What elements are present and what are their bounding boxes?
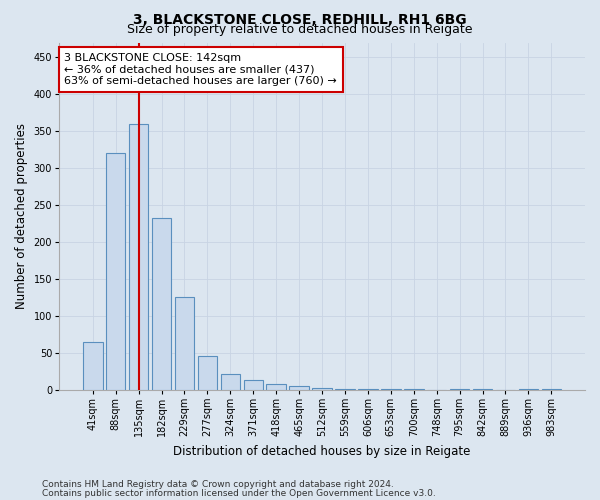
Bar xyxy=(175,296,194,390)
Bar xyxy=(473,389,493,390)
Text: Contains public sector information licensed under the Open Government Licence v3: Contains public sector information licen… xyxy=(42,488,436,498)
Bar xyxy=(129,124,148,390)
Bar xyxy=(542,389,561,390)
X-axis label: Distribution of detached houses by size in Reigate: Distribution of detached houses by size … xyxy=(173,444,471,458)
Bar xyxy=(221,374,240,390)
Bar xyxy=(518,389,538,390)
Bar xyxy=(335,389,355,390)
Bar xyxy=(313,388,332,390)
Bar xyxy=(266,384,286,390)
Bar xyxy=(83,342,103,390)
Bar xyxy=(404,389,424,390)
Bar xyxy=(358,389,377,390)
Bar xyxy=(289,386,309,390)
Bar xyxy=(450,389,469,390)
Bar xyxy=(152,218,172,390)
Bar xyxy=(197,356,217,390)
Y-axis label: Number of detached properties: Number of detached properties xyxy=(15,123,28,309)
Text: 3, BLACKSTONE CLOSE, REDHILL, RH1 6BG: 3, BLACKSTONE CLOSE, REDHILL, RH1 6BG xyxy=(133,12,467,26)
Text: Contains HM Land Registry data © Crown copyright and database right 2024.: Contains HM Land Registry data © Crown c… xyxy=(42,480,394,489)
Bar xyxy=(106,154,125,390)
Bar xyxy=(244,380,263,390)
Text: Size of property relative to detached houses in Reigate: Size of property relative to detached ho… xyxy=(127,22,473,36)
Bar xyxy=(381,389,401,390)
Text: 3 BLACKSTONE CLOSE: 142sqm
← 36% of detached houses are smaller (437)
63% of sem: 3 BLACKSTONE CLOSE: 142sqm ← 36% of deta… xyxy=(64,53,337,86)
